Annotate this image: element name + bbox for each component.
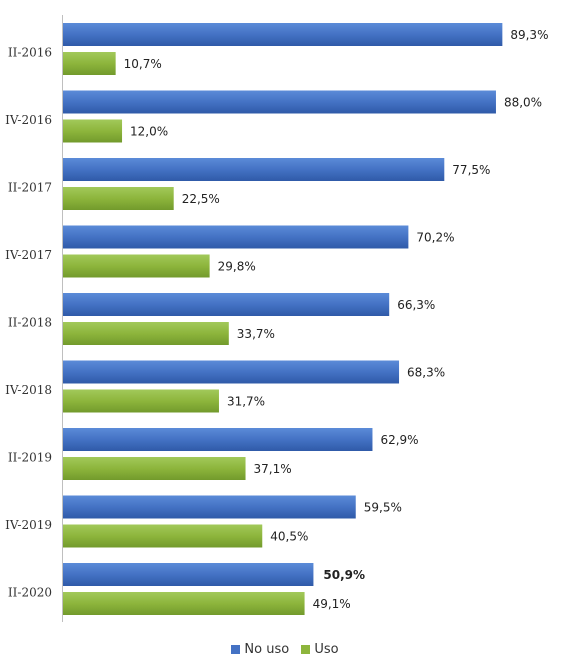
bar-uso-ii-2019 — [63, 457, 246, 480]
category-label-ii-2019: II-2019 — [8, 451, 52, 465]
category-label-iv-2018: IV-2018 — [5, 383, 52, 397]
data-label-uso-ii-2017: 22,5% — [182, 192, 220, 206]
bar-no-uso-iv-2017 — [63, 225, 409, 249]
legend-label-no-uso: No uso — [244, 642, 290, 657]
data-label-uso-ii-2019: 37,1% — [254, 462, 292, 476]
bar-uso-ii-2020 — [63, 592, 305, 615]
data-label-no-uso-ii-2018: 66,3% — [397, 298, 435, 312]
bar-uso-iv-2016 — [63, 119, 123, 143]
data-label-uso-ii-2018: 33,7% — [237, 327, 275, 341]
bar-uso-iv-2018 — [63, 389, 219, 413]
data-label-no-uso-ii-2020: 50,9% — [323, 568, 365, 582]
bar-no-uso-iv-2018 — [63, 360, 400, 384]
data-label-no-uso-iv-2018: 68,3% — [407, 366, 445, 380]
data-label-no-uso-ii-2019: 62,9% — [380, 433, 418, 447]
category-label-iv-2017: IV-2017 — [5, 248, 52, 262]
bar-no-uso-ii-2017 — [63, 158, 445, 181]
category-label-ii-2020: II-2020 — [8, 586, 52, 600]
legend-label-uso: Uso — [314, 642, 339, 657]
legend-item-no-uso: No uso — [231, 642, 289, 657]
data-label-no-uso-ii-2016: 89,3% — [510, 28, 548, 42]
data-label-no-uso-iv-2019: 59,5% — [364, 501, 402, 515]
data-label-uso-ii-2020: 49,1% — [313, 597, 351, 611]
data-label-uso-iv-2019: 40,5% — [270, 530, 308, 544]
bar-no-uso-ii-2016 — [63, 23, 503, 46]
bar-uso-iv-2019 — [63, 524, 263, 548]
data-label-no-uso-iv-2017: 70,2% — [416, 231, 454, 245]
data-label-uso-iv-2016: 12,0% — [130, 125, 168, 139]
category-label-ii-2016: II-2016 — [8, 46, 52, 60]
bar-no-uso-ii-2019 — [63, 428, 373, 451]
bar-no-uso-iv-2016 — [63, 90, 496, 114]
data-label-no-uso-iv-2016: 88,0% — [504, 96, 542, 110]
legend: No uso Uso — [0, 642, 570, 658]
category-label-ii-2018: II-2018 — [8, 316, 52, 330]
bar-no-uso-ii-2018 — [63, 293, 390, 316]
data-label-uso-iv-2018: 31,7% — [227, 395, 265, 409]
bar-chart: II-2016 89,3% 10,7% IV-2016 88,0% 12,0% II-201… — [5, 15, 548, 622]
legend-swatch-uso — [301, 645, 311, 654]
bar-no-uso-ii-2020 — [63, 563, 314, 586]
legend-swatch-no-uso — [231, 645, 241, 654]
bar-uso-ii-2017 — [63, 187, 174, 210]
data-label-no-uso-ii-2017: 77,5% — [452, 163, 490, 177]
category-label-iv-2019: IV-2019 — [5, 518, 52, 532]
data-label-uso-iv-2017: 29,8% — [218, 260, 256, 274]
bar-uso-ii-2018 — [63, 322, 229, 345]
bar-no-uso-iv-2019 — [63, 495, 356, 519]
legend-item-uso: Uso — [301, 642, 339, 657]
data-label-uso-ii-2016: 10,7% — [124, 57, 162, 71]
category-label-ii-2017: II-2017 — [8, 181, 52, 195]
bar-uso-iv-2017 — [63, 254, 210, 278]
bar-uso-ii-2016 — [63, 52, 116, 75]
category-label-iv-2016: IV-2016 — [5, 113, 52, 127]
